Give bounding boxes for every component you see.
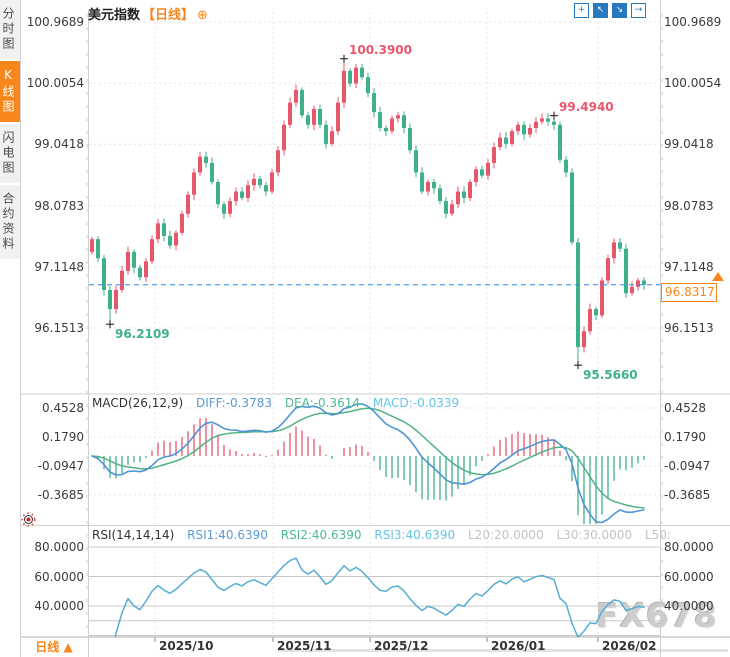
macd-macd-value: MACD:-0.0339: [372, 396, 460, 410]
rsi-layer: [114, 557, 645, 637]
sidebar-tab-kline-chart[interactable]: K线图: [0, 61, 20, 122]
period-dropdown-arrow-icon: ▲: [63, 640, 73, 654]
rsi3-value: RSI3:40.6390: [374, 528, 456, 542]
rsi-l30-level: L30:30.0000: [556, 528, 633, 542]
add-indicator-icon[interactable]: ⊕: [197, 8, 208, 23]
rsi-name: RSI(14,14,14): [92, 528, 175, 542]
chart-toolbar: + ↖ ↘ →: [574, 3, 646, 18]
macd-header: MACD(26,12,9) DIFF:-0.3783 DEA:-0.3614 M…: [92, 396, 468, 410]
macd-name: MACD(26,12,9): [92, 396, 184, 410]
fx678-watermark: FX678: [596, 596, 718, 635]
period-tag: 【日线】: [142, 8, 195, 23]
blink-indicator-icon: [21, 512, 36, 531]
candles-layer: [90, 58, 646, 366]
rsi2-value: RSI2:40.6390: [280, 528, 362, 542]
period-selector[interactable]: 日线 ▲: [21, 638, 87, 655]
period-label: 日线: [35, 640, 60, 654]
macd-diff-value: DIFF:-0.3783: [195, 396, 272, 410]
rsi-l50-level: L50:: [644, 528, 671, 542]
rsi1-value: RSI1:40.6390: [187, 528, 268, 542]
rsi-header: RSI(14,14,14) RSI1:40.6390 RSI2:40.6390 …: [92, 528, 680, 542]
symbol-title: 美元指数: [88, 8, 141, 23]
price-up-arrow-icon: [712, 272, 724, 281]
zoom-range-icon[interactable]: ↘: [612, 3, 627, 18]
chart-type-sidebar: 分时图 K线图 闪电图 合约资料: [0, 0, 21, 657]
sidebar-tab-contract-info[interactable]: 合约资料: [0, 185, 20, 259]
chart-header: 美元指数 【日线】 ⊕: [88, 4, 208, 23]
zoom-scrollbar[interactable]: [278, 649, 728, 652]
current-price-badge: 96.8317: [661, 283, 717, 302]
macd-dea-value: DEA:-0.3614: [284, 396, 360, 410]
sidebar-tab-lightning-chart[interactable]: 闪电图: [0, 124, 20, 183]
fit-scale-icon[interactable]: ↖: [593, 3, 608, 18]
sidebar-tab-time-chart[interactable]: 分时图: [0, 0, 20, 59]
pan-crosshair-icon[interactable]: +: [574, 3, 589, 18]
go-latest-icon[interactable]: →: [631, 3, 646, 18]
macd-layer: [91, 403, 645, 524]
rsi-l20-level: L20:20.0000: [468, 528, 544, 542]
